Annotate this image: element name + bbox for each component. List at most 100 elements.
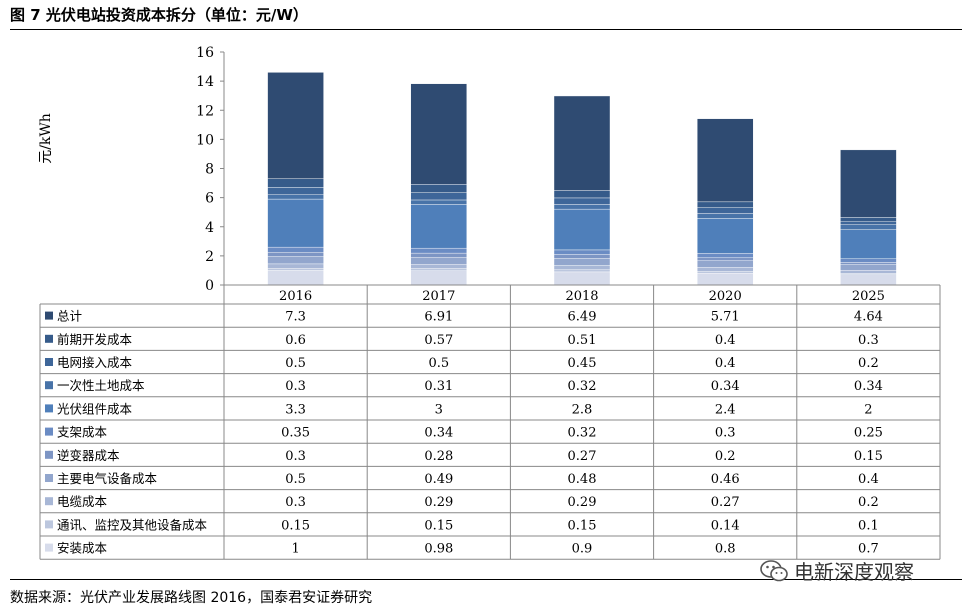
bar-segment: [840, 217, 897, 222]
table-cell-value: 0.5: [285, 472, 306, 487]
table-cell-value: 0.5: [285, 356, 306, 371]
table-cell-value: 0.6: [285, 333, 306, 348]
bar-segment: [840, 221, 897, 225]
table-cell-value: 6.49: [568, 310, 597, 325]
legend-swatch: [45, 358, 53, 366]
table-cell-value: 0.15: [281, 518, 310, 533]
table-cell-value: 0.51: [568, 333, 597, 348]
bar-segment: [840, 229, 897, 259]
watermark-text: 电新深度观察: [794, 560, 914, 584]
bar-segment: [697, 257, 754, 261]
table-cell-value: 0.8: [715, 542, 736, 557]
bar-segment: [697, 253, 754, 258]
y-tick-label: 4: [205, 220, 214, 236]
source-note: 数据来源：光伏产业发展路线图 2016，国泰君安证券研究: [10, 590, 373, 606]
table-cell-value: 0.46: [711, 472, 740, 487]
table-cell-value: 0.3: [858, 333, 879, 348]
bar-segment: [267, 263, 324, 269]
bar-segment: [697, 218, 754, 254]
table-row-label: 通讯、监控及其他设备成本: [57, 517, 208, 532]
bar-segment: [410, 199, 467, 205]
table-cell-value: 0.3: [285, 449, 306, 464]
bar-segment: [553, 265, 611, 270]
bar-segment: [553, 197, 611, 205]
table-cell-value: 0.1: [858, 518, 879, 533]
table-cell-value: 0.57: [424, 333, 453, 348]
table-cell-value: 0.28: [424, 449, 453, 464]
bar-segment: [410, 247, 467, 254]
table-cell-value: 0.32: [568, 379, 597, 394]
table-cell-value: 0.2: [858, 356, 879, 371]
bar-segment: [697, 260, 754, 268]
bar-segment: [553, 208, 611, 251]
table-cell-value: 0.27: [711, 495, 740, 510]
table-cell-value: 4.64: [854, 310, 883, 325]
figure-title: 图 7 光伏电站投资成本拆分（单位：元/W）: [10, 6, 308, 24]
table-row-label: 主要电气设备成本: [57, 471, 158, 486]
bar-segment: [840, 274, 897, 286]
table-cell-value: 0.5: [428, 356, 449, 371]
title-rule: [10, 29, 962, 30]
bar-segment: [553, 95, 611, 191]
bar-segment: [840, 273, 897, 276]
table-cell-value: 0.98: [424, 542, 453, 557]
legend-swatch: [45, 450, 53, 459]
table-cell-value: 0.48: [568, 472, 597, 487]
bar-segment: [267, 187, 324, 195]
table-cell-value: 2: [864, 402, 872, 417]
table-cell-value: 0.25: [854, 426, 883, 441]
table-cell-value: 0.34: [711, 379, 740, 394]
y-axis-label: 元/kWh: [38, 113, 54, 164]
table-cell-value: 0.14: [711, 518, 740, 533]
table-cell-value: 3.3: [285, 402, 306, 417]
bar-segment: [840, 258, 897, 263]
table-cell-value: 0.15: [854, 449, 883, 464]
bar-segment: [840, 262, 897, 265]
legend-swatch: [45, 334, 53, 343]
bar-segment: [553, 258, 611, 266]
bar-segment: [267, 252, 324, 257]
table-row-label: 电缆成本: [57, 494, 108, 509]
table-cell-value: 0.29: [568, 495, 597, 510]
table-cell-value: 0.15: [424, 518, 453, 533]
bar-segment: [410, 204, 467, 249]
bar-segment: [697, 271, 754, 274]
x-tick-label: 2025: [852, 289, 885, 304]
bar-segment: [697, 267, 754, 272]
bar-segment: [553, 249, 611, 255]
table-cell-value: 7.3: [285, 310, 306, 325]
y-tick-label: 12: [196, 103, 214, 119]
table-cell-value: 0.35: [281, 426, 310, 441]
table-cell-value: 0.29: [424, 495, 453, 510]
table-row-label: 逆变器成本: [57, 448, 120, 463]
table-cell-value: 0.4: [858, 472, 879, 487]
table-cell-value: 0.45: [568, 356, 597, 371]
bar-segment: [840, 149, 897, 218]
table-cell-value: 0.31: [424, 379, 453, 394]
bar-segment: [553, 204, 611, 210]
bar-segment: [840, 270, 897, 274]
bar-segment: [410, 192, 467, 201]
source-rule: [10, 579, 962, 580]
x-tick-label: 2016: [279, 289, 312, 304]
table-cell-value: 0.4: [715, 333, 736, 348]
bar-segment: [410, 264, 467, 269]
table-row-label: 支架成本: [57, 425, 108, 440]
y-tick-label: 2: [205, 249, 214, 265]
table-cell-value: 6.91: [424, 310, 453, 325]
legend-swatch: [45, 404, 53, 413]
table-cell-value: 2.8: [572, 402, 593, 417]
bar-segment: [267, 198, 324, 248]
legend-swatch: [45, 311, 53, 320]
bar-segment: [553, 190, 611, 199]
bar-segment: [697, 273, 754, 286]
bar-segment: [267, 194, 324, 200]
legend-swatch: [45, 497, 53, 506]
bar-segment: [410, 252, 467, 258]
bar-segment: [410, 270, 467, 286]
table-row-label: 安装成本: [57, 541, 108, 556]
x-tick-label: 2018: [565, 289, 598, 304]
table-cell-value: 0.49: [424, 472, 453, 487]
legend-swatch: [45, 381, 53, 390]
